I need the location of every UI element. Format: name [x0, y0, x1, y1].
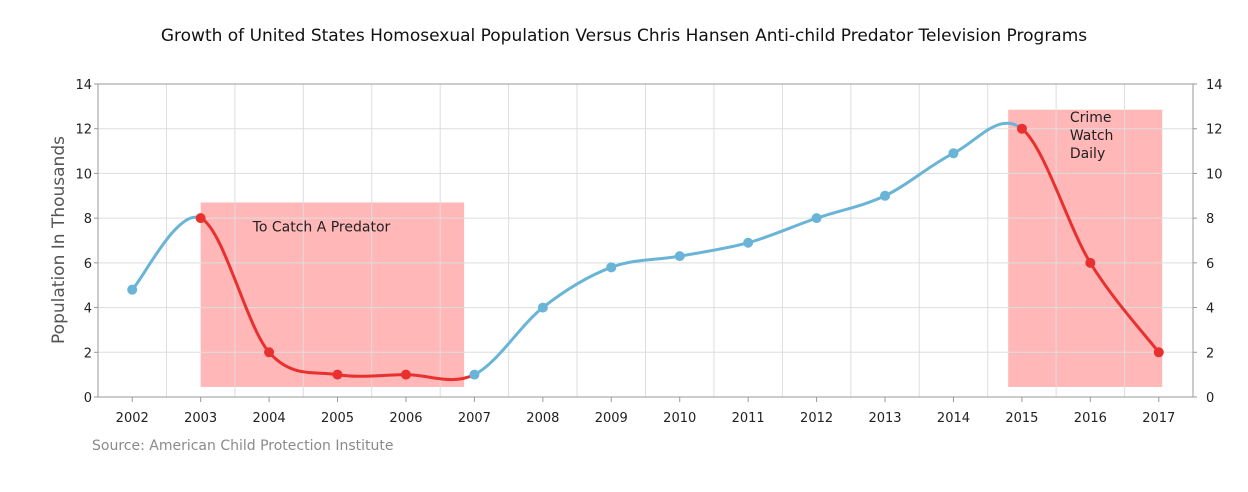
annotation-label-crime-watch-daily: Daily	[1070, 146, 1105, 162]
data-point-2017	[1153, 347, 1164, 358]
series-line-segment-highlight	[1020, 127, 1092, 265]
plot-frame	[97, 83, 1194, 398]
annotation-label-crime-watch-daily: Crime	[1070, 110, 1112, 126]
x-tick-label: 2014	[937, 411, 970, 426]
x-tick-label: 2002	[116, 411, 149, 426]
data-point-2012	[811, 213, 822, 224]
x-tick-label: 2006	[389, 411, 422, 426]
series-line-segment	[541, 265, 613, 310]
y-tick-label-left: 10	[75, 167, 92, 182]
data-point-2014	[948, 148, 959, 159]
series-line-segment	[951, 121, 1024, 155]
x-tick-label: 2008	[526, 411, 559, 426]
chart-title: Growth of United States Homosexual Popul…	[160, 26, 1088, 46]
y-tick-label-right: 10	[1206, 167, 1223, 182]
x-tick-label: 2017	[1142, 411, 1175, 426]
series-line-segment	[815, 194, 887, 220]
source-note: Source: American Child Protection Instit…	[92, 438, 394, 454]
y-tick-label-right: 8	[1206, 212, 1214, 227]
y-tick-label-right: 14	[1206, 78, 1223, 93]
annotation-region-1	[200, 202, 465, 387]
annotation-label-to-catch-a-predator: To Catch A Predator	[252, 220, 391, 236]
x-tick-label: 2011	[732, 411, 765, 426]
y-tick-label-left: 2	[84, 346, 92, 361]
series-line-segment-highlight	[404, 373, 476, 382]
series-line-segment	[883, 151, 955, 198]
y-axis-label: Population In Thousands	[49, 136, 69, 344]
data-point-2015	[1016, 123, 1027, 134]
series-line-segment-highlight	[199, 216, 271, 354]
y-tick-label-right: 0	[1206, 391, 1214, 406]
data-point-2016	[1085, 257, 1096, 268]
x-tick-label: 2009	[595, 411, 628, 426]
data-point-2008	[537, 302, 548, 313]
y-tick-label-left: 0	[84, 391, 92, 406]
x-tick-label: 2013	[868, 411, 901, 426]
y-tick-label-right: 12	[1206, 123, 1223, 138]
data-point-2010	[674, 251, 685, 262]
series-line-segment-highlight	[336, 373, 408, 378]
annotation-label-crime-watch-daily: Watch	[1070, 128, 1114, 144]
data-point-2013	[880, 190, 891, 201]
y-tick-label-left: 14	[75, 78, 92, 93]
x-tick-label: 2012	[800, 411, 833, 426]
x-tick-label: 2016	[1074, 411, 1107, 426]
y-tick-label-left: 12	[75, 123, 92, 138]
y-tick-label-right: 6	[1206, 257, 1214, 272]
data-point-2003	[195, 213, 206, 224]
x-tick-label: 2003	[184, 411, 217, 426]
y-tick-label-left: 8	[84, 212, 92, 227]
series-line-segment	[472, 306, 545, 377]
x-tick-label: 2005	[321, 411, 354, 426]
series-line-segment-highlight	[1088, 261, 1161, 354]
y-tick-label-left: 6	[84, 257, 92, 272]
x-tick-label: 2010	[663, 411, 696, 426]
x-tick-label: 2004	[253, 411, 286, 426]
annotation-region-2	[1008, 109, 1163, 387]
series-line-segment	[130, 215, 203, 292]
y-tick-label-right: 2	[1206, 346, 1214, 361]
data-point-2005	[332, 369, 343, 380]
data-point-2006	[400, 369, 411, 380]
x-tick-label: 2007	[458, 411, 491, 426]
data-point-2007	[469, 369, 480, 380]
data-point-2009	[606, 262, 617, 273]
series-line-segment	[678, 241, 750, 258]
y-tick-label-left: 4	[84, 302, 92, 317]
series-line-segment	[746, 216, 819, 245]
y-tick-label-right: 4	[1206, 302, 1214, 317]
x-tick-label: 2015	[1005, 411, 1038, 426]
series-line-segment	[609, 254, 682, 269]
data-point-2004	[264, 347, 275, 358]
series-line-segment-highlight	[267, 350, 340, 377]
data-point-2002	[127, 284, 138, 295]
data-point-2011	[743, 237, 754, 248]
